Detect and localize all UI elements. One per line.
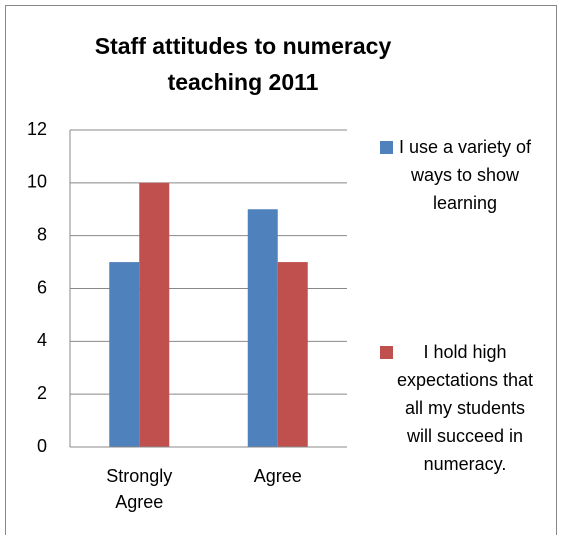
y-tick-label: 2 (37, 383, 47, 403)
bar (139, 182, 170, 448)
chart-title: Staff attitudes to numeracy teaching 2011 (95, 33, 392, 95)
y-tick-label: 8 (37, 224, 47, 244)
legend-swatch (380, 346, 393, 359)
y-tick-label: 10 (27, 172, 47, 192)
y-tick-label: 4 (37, 330, 47, 350)
y-tick-label: 12 (27, 119, 47, 139)
bar (109, 262, 140, 447)
bar (247, 209, 278, 447)
legend-swatch (380, 141, 393, 154)
legend-label: I use a variety of ways to show learning (399, 137, 532, 213)
bar (277, 262, 308, 447)
y-tick-label: 0 (37, 436, 47, 456)
legend-label: I hold high expectations that all my stude… (397, 342, 533, 474)
x-tick-label: Strongly Agree (106, 466, 172, 512)
x-tick-label: Agree (254, 466, 302, 486)
y-tick-label: 6 (37, 277, 47, 297)
